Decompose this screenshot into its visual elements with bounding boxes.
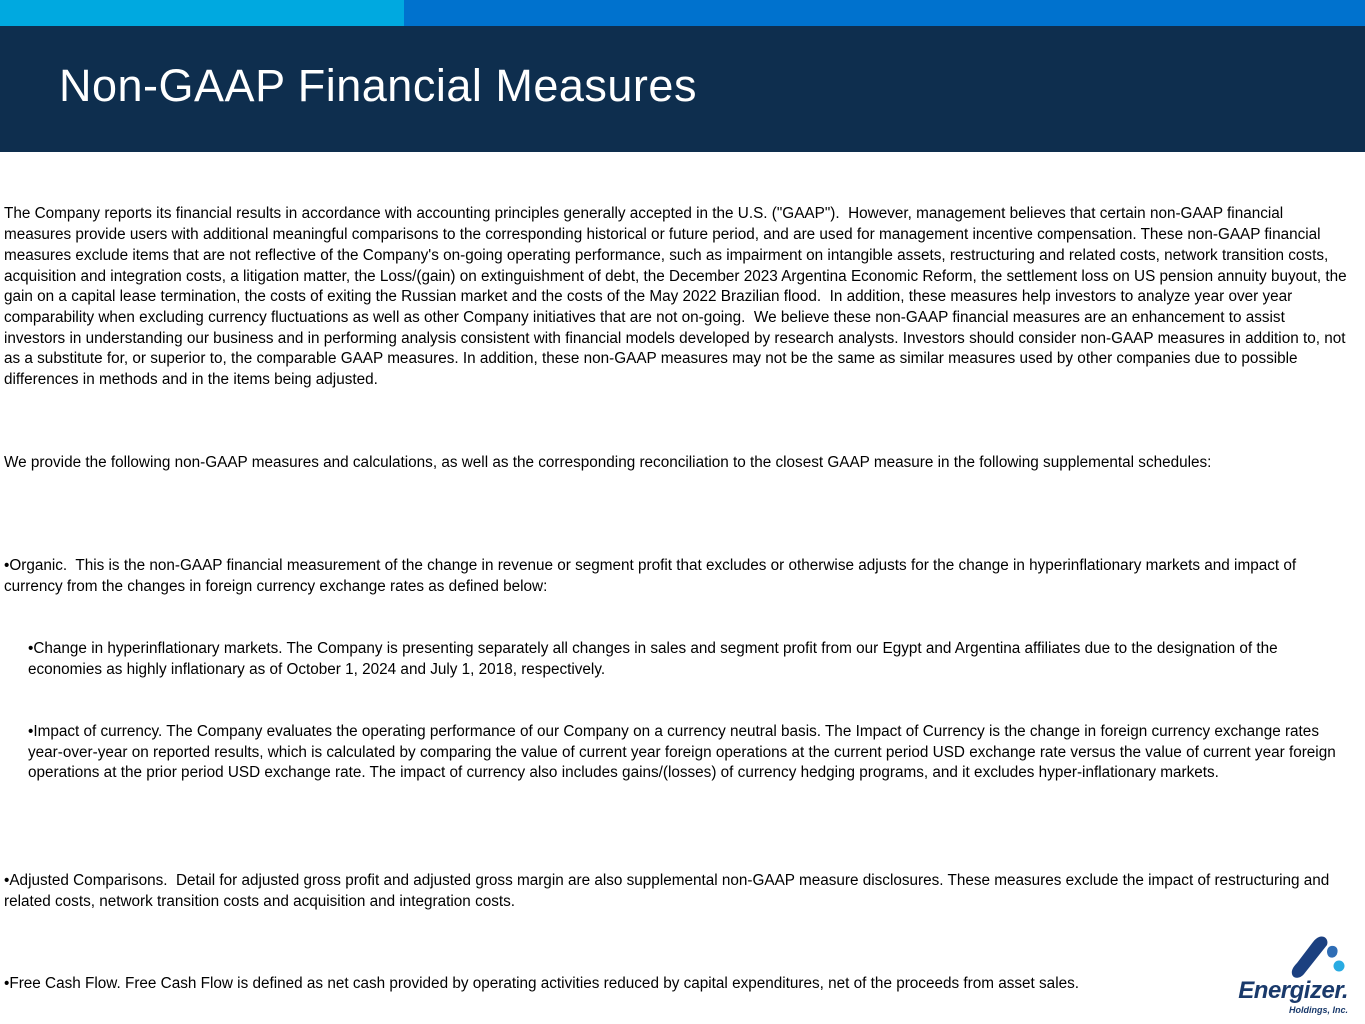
energizer-flash-icon xyxy=(1291,936,1345,978)
bullet-free-cash-flow: •Free Cash Flow. Free Cash Flow is defin… xyxy=(4,975,1079,993)
accent-bar-cyan xyxy=(0,0,404,26)
subbullet-impact-of-currency: •Impact of currency. The Company evaluat… xyxy=(28,722,1340,782)
bullet-organic: •Organic. This is the non-GAAP financial… xyxy=(4,557,1301,596)
slide-body: The Company reports its financial result… xyxy=(0,152,1365,1024)
supplemental-schedules-paragraph: We provide the following non-GAAP measur… xyxy=(4,453,1212,471)
logo-holdings-text: Holdings, Inc. xyxy=(1288,1005,1348,1015)
subbullet-hyperinflationary-markets: •Change in hyperinflationary markets. Th… xyxy=(28,640,1282,678)
page-title: Non-GAAP Financial Measures xyxy=(59,60,697,111)
accent-bar-blue xyxy=(404,0,1365,26)
title-band: Non-GAAP Financial Measures xyxy=(0,26,1365,152)
bullet-adjusted-comparisons: •Adjusted Comparisons. Detail for adjust… xyxy=(4,871,1334,910)
top-accent-strip xyxy=(0,0,1365,26)
intro-paragraph: The Company reports its financial result… xyxy=(4,205,1351,389)
energizer-logo: Energizer. Holdings, Inc. xyxy=(1238,936,1348,1016)
logo-wordmark: Energizer. xyxy=(1238,977,1348,1004)
